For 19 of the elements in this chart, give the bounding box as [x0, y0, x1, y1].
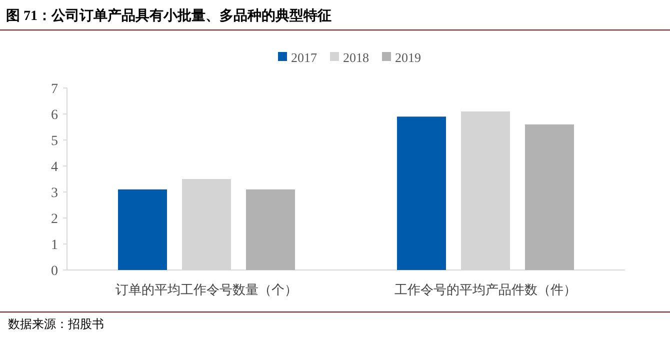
bar — [118, 189, 167, 270]
legend-label: 2019 — [395, 50, 421, 65]
y-tick-label: 2 — [51, 212, 58, 227]
y-tick-label: 1 — [51, 238, 58, 253]
y-tick-label: 0 — [51, 264, 58, 279]
y-tick-label: 6 — [51, 108, 58, 123]
y-tick-label: 3 — [51, 186, 58, 201]
x-tick-label: 订单的平均工作令号数量（个） — [116, 282, 298, 297]
x-tick-label: 工作令号的平均产品件数（件） — [394, 282, 576, 297]
bar — [246, 189, 295, 270]
legend-label: 2018 — [343, 50, 369, 65]
bar — [525, 124, 574, 270]
y-tick-label: 5 — [51, 134, 58, 149]
chart-title: 图 71：公司订单产品具有小批量、多品种的典型特征 — [6, 7, 332, 24]
y-tick-label: 4 — [51, 160, 58, 175]
y-tick-label: 7 — [51, 82, 58, 97]
source-note: 数据来源：招股书 — [8, 317, 104, 331]
legend-label: 2017 — [291, 50, 318, 65]
bar — [397, 116, 446, 270]
